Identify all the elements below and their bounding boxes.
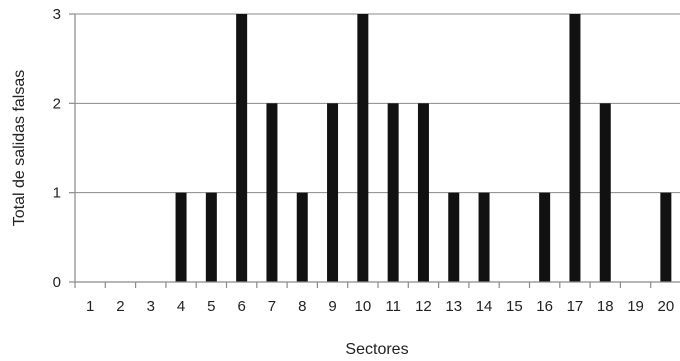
x-tick-label: 6 — [237, 298, 245, 315]
bar-sector-9 — [327, 103, 339, 282]
x-tick-label: 20 — [658, 298, 675, 315]
bar-sector-17 — [569, 14, 581, 282]
x-tick-label: 15 — [506, 298, 523, 315]
x-tick-label: 19 — [627, 298, 644, 315]
bar-sector-13 — [448, 192, 460, 282]
bar-sector-6 — [236, 14, 248, 282]
bar-sector-18 — [599, 103, 611, 282]
bar-sector-7 — [266, 103, 278, 282]
bar-sector-10 — [357, 14, 369, 282]
y-tick-label: 1 — [53, 185, 61, 202]
bar-sector-5 — [205, 192, 217, 282]
x-tick-label: 3 — [147, 298, 155, 315]
x-tick-label: 8 — [298, 298, 306, 315]
x-tick-label: 17 — [567, 298, 584, 315]
y-tick-label: 3 — [53, 6, 61, 23]
y-tick-label: 2 — [53, 95, 61, 112]
gridlines — [75, 13, 680, 194]
x-tick-label: 5 — [207, 298, 215, 315]
y-axis-ticks: 0 1 2 3 — [53, 6, 75, 291]
x-tick-label: 1 — [86, 298, 94, 315]
x-tick-label: 9 — [328, 298, 336, 315]
bar-sector-20 — [660, 192, 672, 282]
bar-sector-12 — [417, 103, 429, 282]
x-tick-label: 18 — [597, 298, 614, 315]
bar-sector-16 — [539, 192, 551, 282]
x-tick-label: 10 — [355, 298, 372, 315]
x-tick-label: 14 — [476, 298, 493, 315]
bars — [175, 14, 672, 282]
x-tick-label: 16 — [536, 298, 553, 315]
bar-sector-8 — [296, 192, 308, 282]
x-tick-label: 12 — [415, 298, 432, 315]
x-tick-label: 13 — [445, 298, 462, 315]
y-axis-label: Total de salidas falsas — [11, 70, 28, 227]
x-tick-label: 11 — [385, 298, 401, 315]
x-axis-ticks: 1 2 3 4 5 6 7 8 9 10 11 12 13 14 15 16 17 18 19 20 — [74, 282, 675, 315]
x-axis-label: Sectores — [345, 341, 408, 358]
bar-sector-4 — [175, 192, 187, 282]
x-tick-label: 2 — [116, 298, 124, 315]
bar-sector-14 — [478, 192, 490, 282]
bar-sector-11 — [387, 103, 399, 282]
x-tick-label: 4 — [177, 298, 185, 315]
x-tick-label: 7 — [268, 298, 276, 315]
y-tick-label: 0 — [53, 274, 61, 291]
